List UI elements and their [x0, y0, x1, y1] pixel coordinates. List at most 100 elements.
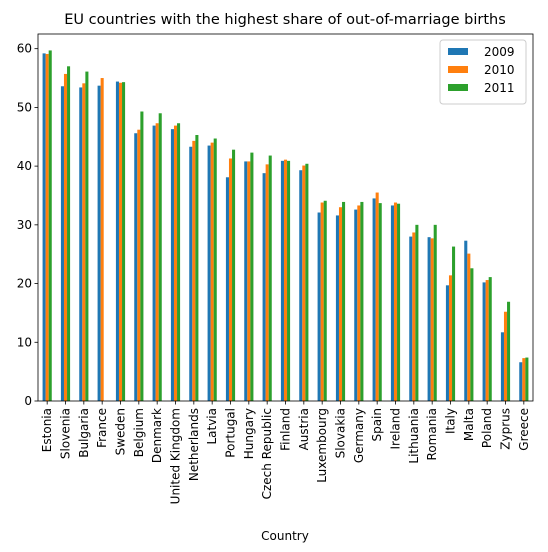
x-tick-label: Slovenia	[59, 408, 73, 459]
x-tick-label: Hungary	[242, 408, 256, 459]
bar-2009-italy	[446, 285, 449, 401]
bar-2011-denmark	[159, 113, 162, 401]
bar-2010-united-kingdom	[174, 126, 177, 401]
y-tick-label: 40	[17, 159, 32, 173]
x-ticks: Estonia Slovenia Bulgaria France Sweden Belgi…	[40, 401, 531, 504]
bar-2009-czech-republic	[263, 173, 266, 401]
bar-2011-malta	[470, 268, 473, 401]
bar-2010-belgium	[137, 130, 140, 401]
bar-2011-greece	[525, 358, 528, 401]
x-tick-label: Netherlands	[187, 408, 201, 481]
bar-2010-germany	[357, 205, 360, 401]
bar-2011-finland	[287, 161, 290, 401]
bar-2009-luxembourg	[318, 213, 321, 401]
bar-2011-slovenia	[67, 66, 70, 401]
y-tick-label: 20	[17, 277, 32, 291]
legend-swatch-2010	[448, 66, 468, 73]
y-tick-label: 60	[17, 42, 32, 56]
bar-2010-bulgaria	[82, 83, 85, 401]
y-tick-label: 0	[24, 394, 32, 408]
bar-2009-slovenia	[61, 86, 64, 401]
x-tick-label: Malta	[462, 408, 476, 441]
bar-2010-italy	[449, 275, 452, 401]
x-tick-label: Ireland	[389, 408, 403, 450]
bar-2011-latvia	[214, 139, 217, 401]
bar-2009-belgium	[134, 133, 137, 401]
x-tick-label: Denmark	[150, 408, 164, 463]
x-tick-label: Spain	[370, 408, 384, 442]
bar-2010-romania	[431, 238, 434, 401]
x-tick-label: Finland	[279, 408, 293, 451]
bar-2011-bulgaria	[85, 72, 88, 401]
bar-2009-france	[98, 86, 101, 401]
bar-2009-latvia	[208, 146, 211, 401]
bar-2011-poland	[489, 277, 492, 401]
x-tick-label: Greece	[517, 408, 531, 451]
bar-2011-hungary	[250, 153, 253, 401]
x-tick-label: Germany	[352, 408, 366, 463]
bar-2010-estonia	[46, 54, 49, 401]
bar-2011-belgium	[140, 112, 143, 401]
bar-2010-portugal	[229, 158, 232, 401]
bar-2010-finland	[284, 160, 287, 401]
x-tick-label: Bulgaria	[77, 408, 91, 458]
bar-2009-hungary	[244, 161, 247, 401]
bar-2009-portugal	[226, 177, 229, 401]
y-tick-label: 50	[17, 100, 32, 114]
bar-2009-lithuania	[409, 237, 412, 401]
bar-2011-united-kingdom	[177, 123, 180, 401]
bar-2009-sweden	[116, 82, 119, 401]
bar-2011-portugal	[232, 150, 235, 401]
bar-2009-zyprus	[501, 332, 504, 401]
x-tick-label: Lithuania	[407, 408, 421, 464]
bar-2011-czech-republic	[269, 156, 272, 401]
bar-2009-denmark	[153, 126, 156, 401]
bar-2010-france	[101, 78, 104, 401]
legend-swatch-2011	[448, 84, 468, 91]
x-tick-label: Portugal	[224, 408, 238, 458]
bar-2009-poland	[483, 282, 486, 401]
x-tick-label: Estonia	[40, 408, 54, 452]
bar-2010-hungary	[247, 161, 250, 401]
bar-2011-romania	[434, 225, 437, 401]
y-tick-label: 30	[17, 218, 32, 232]
bar-2009-estonia	[43, 53, 46, 401]
legend-swatch-2009	[448, 48, 468, 55]
bar-2011-sweden	[122, 82, 125, 401]
bar-2010-slovenia	[64, 74, 67, 401]
bar-2009-bulgaria	[79, 87, 82, 401]
bar-2009-romania	[428, 237, 431, 401]
bar-2011-germany	[360, 202, 363, 401]
x-tick-label: Czech Republic	[260, 408, 274, 499]
bar-2011-slovakia	[342, 202, 345, 401]
bar-2009-austria	[299, 170, 302, 401]
x-tick-label: Belgium	[132, 408, 146, 457]
bar-2011-luxembourg	[324, 201, 327, 401]
legend: 2009 2010 2011	[440, 40, 526, 104]
bar-2011-zyprus	[507, 302, 510, 401]
bar-2010-ireland	[394, 203, 397, 401]
bar-2011-netherlands	[195, 135, 198, 401]
bar-2010-czech-republic	[266, 164, 269, 401]
bar-2009-ireland	[391, 205, 394, 401]
x-tick-label: Romania	[425, 408, 439, 460]
x-tick-label: Luxembourg	[315, 408, 329, 483]
bar-2009-slovakia	[336, 215, 339, 401]
x-tick-label: Poland	[480, 408, 494, 448]
bar-2010-spain	[376, 193, 379, 401]
x-tick-label: United Kingdom	[169, 408, 183, 504]
x-tick-label: Italy	[444, 408, 458, 434]
x-tick-label: Slovakia	[334, 408, 348, 458]
x-tick-label: Austria	[297, 408, 311, 450]
bar-2009-netherlands	[189, 147, 192, 401]
bar-2011-lithuania	[415, 225, 418, 401]
bar-2010-austria	[302, 166, 305, 401]
x-tick-label: Sweden	[114, 408, 128, 455]
legend-label-2010: 2010	[484, 63, 515, 77]
chart-title: EU countries with the highest share of o…	[64, 12, 506, 28]
bar-2010-latvia	[211, 143, 214, 401]
x-axis-title: Country	[261, 529, 309, 543]
bar-2010-slovakia	[339, 207, 342, 401]
bar-2011-ireland	[397, 204, 400, 401]
